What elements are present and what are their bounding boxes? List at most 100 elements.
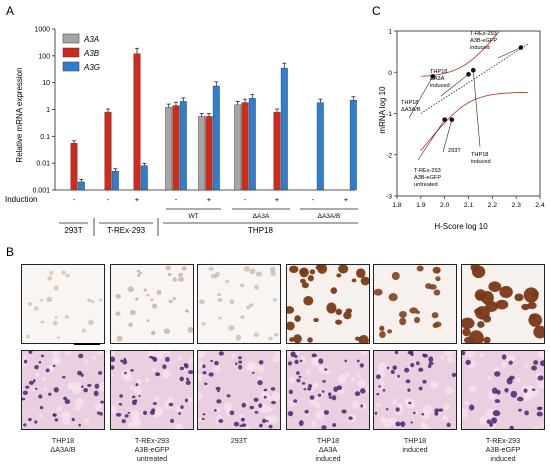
cytoplasm <box>257 376 262 381</box>
cell <box>336 273 342 278</box>
nucleus <box>491 417 498 424</box>
cell <box>488 281 502 292</box>
nucleus <box>410 421 414 424</box>
bar-a3b <box>70 143 78 191</box>
cytoplasm <box>74 397 84 407</box>
point-label: A3B-eGFP <box>470 38 497 44</box>
nucleus <box>536 406 542 411</box>
nucleus <box>469 404 475 411</box>
nucleus <box>404 367 410 373</box>
cell <box>345 308 353 314</box>
cell <box>239 283 245 288</box>
cytoplasm <box>177 355 183 361</box>
cell <box>99 298 103 302</box>
cytoplasm <box>440 355 445 360</box>
cytoplasm <box>311 358 320 367</box>
cytoplasm <box>309 398 316 406</box>
cytoplasm <box>376 402 382 408</box>
micrograph-caption: THP18 induced <box>372 436 458 454</box>
nucleus <box>333 386 339 392</box>
nucleus <box>202 364 206 369</box>
cell <box>218 316 222 320</box>
cell <box>301 282 309 289</box>
nucleus <box>259 423 263 428</box>
nucleus <box>23 423 27 427</box>
nucleus <box>216 399 222 404</box>
confidence-upper <box>420 31 501 77</box>
cytoplasm <box>92 355 97 360</box>
cell <box>475 306 490 320</box>
nucleus <box>185 380 191 386</box>
data-point <box>442 117 447 122</box>
nucleus <box>309 395 315 400</box>
he-6 <box>461 350 545 430</box>
nucleus <box>374 411 378 415</box>
cell <box>409 307 418 314</box>
cell <box>471 265 486 279</box>
y-tick-label: -1 <box>386 111 392 118</box>
nucleus <box>271 400 276 405</box>
nucleus <box>492 410 501 417</box>
cytoplasm <box>317 365 324 372</box>
y-tick-label: 0.01 <box>36 161 50 168</box>
induction-sign: + <box>207 195 212 204</box>
nucleus <box>523 388 528 393</box>
subgroup-label: ΔA3A/B <box>318 213 341 220</box>
nucleus <box>360 388 366 394</box>
cell <box>435 276 441 282</box>
cell <box>309 269 316 275</box>
cytoplasm <box>223 402 233 412</box>
panel-letter-b: B <box>6 245 14 259</box>
cytoplasm <box>442 415 449 421</box>
bar-a3g <box>140 165 148 191</box>
he-3 <box>197 350 281 430</box>
nucleus <box>323 410 330 415</box>
cell <box>143 288 147 292</box>
legend-swatch-a3g <box>62 61 80 72</box>
nucleus <box>149 410 155 415</box>
caption-line: induced <box>490 454 516 463</box>
ihc-4 <box>286 264 370 344</box>
cell <box>128 322 133 328</box>
nucleus <box>83 388 88 393</box>
cell <box>168 299 173 304</box>
cell <box>303 296 314 306</box>
nucleus <box>238 360 243 364</box>
cytoplasm <box>389 417 397 426</box>
nucleus <box>311 353 317 358</box>
nucleus <box>179 366 185 371</box>
nucleus <box>263 388 268 392</box>
nucleus <box>344 359 348 363</box>
he-6-image <box>462 351 544 429</box>
ihc-3 <box>197 264 281 344</box>
nucleus <box>184 363 189 369</box>
nucleus <box>38 394 43 399</box>
cell <box>53 285 59 291</box>
y-tick-label: 100 <box>38 53 50 60</box>
cell <box>54 315 58 319</box>
nucleus <box>356 359 360 363</box>
nucleus <box>78 353 84 359</box>
cell <box>248 303 254 308</box>
cytoplasm <box>337 374 348 384</box>
cytoplasm <box>500 361 508 368</box>
y-tick-label: 1000 <box>34 27 50 34</box>
point-label: untreated <box>414 182 438 188</box>
cell <box>129 310 136 316</box>
nucleus <box>537 375 544 381</box>
nucleus <box>428 361 434 366</box>
cytoplasm <box>535 389 540 394</box>
cell <box>398 311 407 318</box>
cell <box>217 297 223 302</box>
cytoplasm <box>38 413 44 419</box>
nucleus <box>155 372 161 377</box>
induction-label: Induction <box>5 195 37 204</box>
bar-a3a <box>165 107 173 191</box>
point-leader <box>472 70 481 148</box>
nucleus <box>465 359 471 365</box>
nucleus <box>360 404 364 408</box>
nucleus <box>332 423 337 427</box>
nucleus <box>81 385 84 388</box>
cytoplasm <box>429 380 439 389</box>
nucleus <box>210 359 214 363</box>
